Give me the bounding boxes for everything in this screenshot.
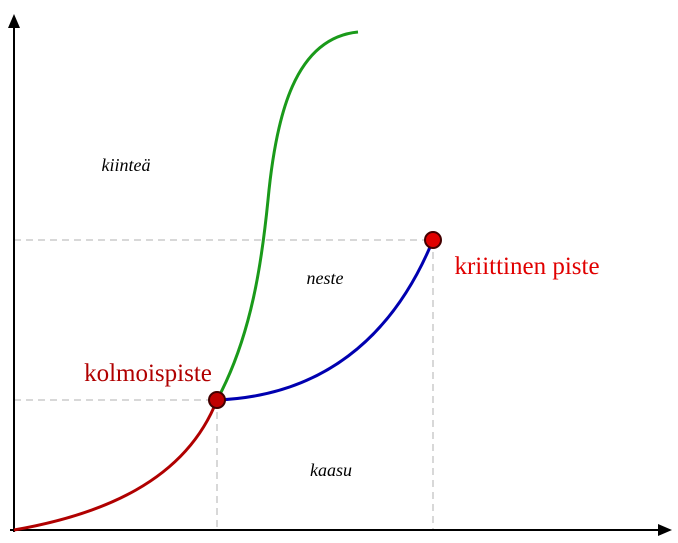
sublimation-curve [13,399,219,532]
critical-point [424,231,442,249]
liquid-label: neste [307,268,344,288]
guide-lines [14,239,434,530]
x-arrow [658,524,672,536]
solid-label: kiinteä [102,155,151,175]
axes [10,22,662,532]
triple-point-label: kolmoispiste [84,360,212,387]
critical-point-label: kriittinen piste [454,253,599,280]
melting-curve [215,30,359,401]
gas-label: kaasu [310,460,352,480]
y-arrow [8,14,20,28]
triple-point [208,391,226,409]
vaporization-curve [216,239,435,402]
